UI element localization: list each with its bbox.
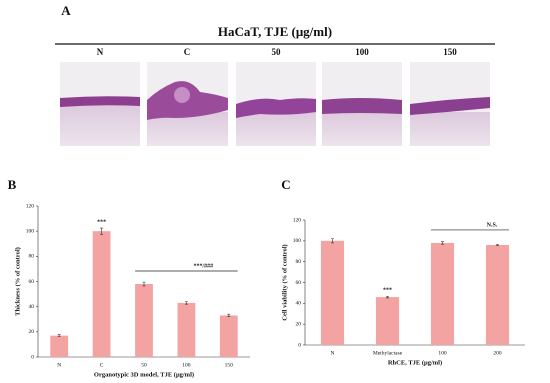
error-bar — [184, 301, 188, 305]
y-tick-label: 120 — [26, 203, 35, 209]
column-label: 50 — [272, 47, 282, 57]
x-tick-label: 100 — [438, 350, 447, 356]
column-label: 100 — [355, 47, 369, 57]
panel-label: A — [61, 3, 71, 18]
image-n — [60, 62, 140, 146]
x-tick-label: 150 — [225, 362, 234, 368]
bar — [485, 245, 510, 345]
y-tick-label: 20 — [296, 321, 302, 327]
error-bar — [331, 238, 334, 244]
y-tick-label: 100 — [26, 228, 35, 234]
y-axis-label: Cell viability (% of control) — [281, 244, 288, 320]
bar — [177, 302, 196, 357]
y-tick-label: 120 — [293, 217, 302, 223]
bar — [219, 315, 238, 357]
bar — [320, 240, 345, 345]
y-tick-label: 20 — [29, 329, 35, 335]
panel-label: B — [8, 177, 17, 192]
x-tick-label: 50 — [141, 362, 147, 368]
panel-label: C — [281, 177, 290, 192]
x-tick-label: 100 — [182, 362, 191, 368]
bar — [50, 335, 69, 357]
x-axis-label: RhCE, TJE (μg/ml) — [388, 359, 442, 366]
column-label: C — [184, 47, 191, 57]
x-tick-label: N — [57, 362, 61, 368]
y-tick-label: 40 — [29, 304, 35, 310]
x-axis-label: Organotypic 3D model, TJE (μg/ml) — [94, 371, 194, 378]
bar — [92, 231, 111, 357]
y-tick-label: 60 — [296, 280, 302, 286]
error-bar — [142, 281, 146, 287]
column-label: 150 — [443, 47, 457, 57]
histology-images — [60, 62, 490, 146]
error-bar — [57, 334, 61, 337]
error-bar — [441, 241, 444, 245]
significance-label: N.S. — [487, 222, 498, 228]
bar — [430, 242, 455, 345]
y-axis-label: Thickness (% of control) — [14, 247, 21, 316]
bar — [135, 284, 153, 357]
x-tick-label: 200 — [493, 350, 502, 356]
image-c — [147, 62, 228, 146]
error-bar — [100, 227, 104, 235]
y-tick-label: 80 — [29, 254, 35, 260]
panel-a-title: HaCaT, TJE (μg/ml) — [218, 24, 332, 39]
significance-label: *** — [383, 288, 392, 294]
x-tick-label: N — [331, 350, 335, 356]
x-tick-label: C — [100, 362, 104, 368]
error-bar — [227, 313, 231, 318]
error-bar — [386, 295, 389, 299]
y-tick-label: 80 — [296, 259, 302, 265]
y-tick-label: 0 — [31, 354, 34, 360]
column-label: N — [97, 47, 104, 57]
y-tick-label: 0 — [298, 342, 301, 348]
x-tick-label: Methylactase — [373, 350, 403, 356]
bar — [375, 297, 400, 345]
significance-label: ***/### — [194, 263, 214, 269]
image-100 — [322, 62, 402, 146]
image-150 — [410, 62, 490, 146]
image-50 — [236, 62, 316, 146]
y-tick-label: 60 — [29, 279, 35, 285]
y-tick-label: 40 — [296, 301, 302, 307]
y-tick-label: 100 — [293, 238, 302, 244]
significance-label: *** — [97, 219, 106, 225]
error-bar — [496, 244, 499, 246]
